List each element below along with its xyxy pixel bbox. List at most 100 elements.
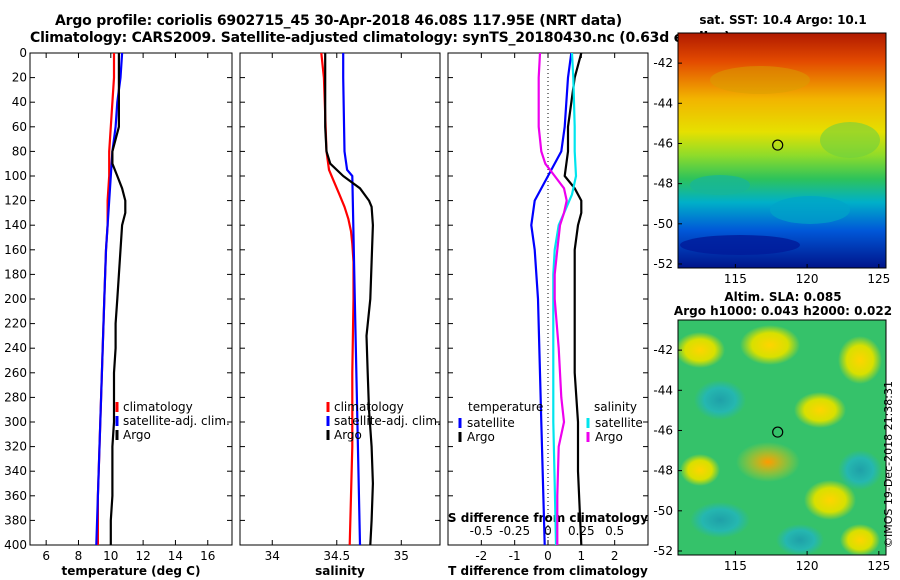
sla-map-feature <box>804 480 856 520</box>
sst-map-feature <box>820 122 880 158</box>
x-tick-label: -2 <box>475 549 487 563</box>
map-y-tick-label: -48 <box>653 177 673 191</box>
axes-frame <box>447 52 649 546</box>
y-tick-label: 380 <box>4 513 27 527</box>
x-tick-label: 35 <box>394 549 409 563</box>
sla-map-feature <box>794 392 846 428</box>
x-tick-label: 12 <box>135 549 150 563</box>
legend-label: satellite-adj. clim. <box>334 414 441 428</box>
sst-map-title: sat. SST: 10.4 Argo: 10.1 <box>699 13 866 27</box>
map-y-tick-label: -46 <box>653 423 673 437</box>
legend-label: climatology <box>334 400 404 414</box>
legend-label: satellite-adj. clim. <box>123 414 230 428</box>
y-tick-label: 220 <box>4 317 27 331</box>
sst-map-frame <box>677 32 887 269</box>
map-y-tick-label: -44 <box>653 383 673 397</box>
legend-label: Argo <box>467 430 495 444</box>
y-tick-label: 180 <box>4 267 27 281</box>
s-tick-label: 0.5 <box>605 524 624 538</box>
x-tick-label: 1 <box>578 549 586 563</box>
y-tick-label: 0 <box>19 46 27 60</box>
legend-label: climatology <box>123 400 193 414</box>
sla-map-feature <box>736 442 800 482</box>
legend-label: satellite <box>595 416 643 430</box>
series-line-satellite-adj-clim- <box>342 53 362 546</box>
y-tick-label: 240 <box>4 341 27 355</box>
sla-map-frame <box>677 319 887 556</box>
sla-map-feature <box>840 524 880 555</box>
sla-map-feature <box>740 325 800 365</box>
y-tick-label: 140 <box>4 218 27 232</box>
y-tick-label: 320 <box>4 440 27 454</box>
sst-map-feature <box>770 196 850 224</box>
y-tick-label: 60 <box>12 120 27 134</box>
series-line-argo <box>109 53 127 545</box>
sla-map-feature <box>694 380 746 420</box>
sla-map-feature <box>838 336 882 384</box>
map-x-tick-label: 125 <box>867 272 890 286</box>
legend-title-salinity: salinity <box>594 400 637 414</box>
series-line-t-satellite <box>530 52 573 546</box>
salinity-panel: 34 34.5 35 salinity climatologysatellite-adj… <box>239 52 441 578</box>
series-line-argo <box>324 53 374 546</box>
difference-panel: -2 -1 0 1 2T difference from climatology -0.5… <box>447 52 649 578</box>
sla-map <box>677 319 887 556</box>
title-line-1: Argo profile: coriolis 6902715_45 30-Apr… <box>55 13 622 29</box>
x-tick-label: 34 <box>265 549 280 563</box>
series-line-t-argo <box>563 52 583 546</box>
imos-stamp: ©IMOS 19-Dec-2018 21:38:31 <box>882 381 895 548</box>
temperature-panel: 0 20 40 60 80 100 120 140 160 180 200 220 240 260 280 3… <box>4 46 233 578</box>
y-tick-label: 360 <box>4 489 27 503</box>
x-tick-label: 16 <box>200 549 215 563</box>
map-x-tick-label: 120 <box>796 272 819 286</box>
series-line-climatology <box>320 52 355 546</box>
x-tick-label: -1 <box>509 549 521 563</box>
axes-frame <box>29 52 233 546</box>
x-tick-label: 6 <box>42 549 50 563</box>
x-axis-label: T difference from climatology <box>448 564 648 578</box>
sst-map <box>677 32 887 269</box>
map-y-tick-label: -52 <box>653 257 673 271</box>
y-tick-label: 300 <box>4 415 27 429</box>
x-tick-label: 14 <box>168 549 183 563</box>
x-tick-label: 34.5 <box>323 549 350 563</box>
y-tick-label: 80 <box>12 144 27 158</box>
y-tick-label: 100 <box>4 169 27 183</box>
y-tick-label: 280 <box>4 390 27 404</box>
series-line-s-satellite <box>552 52 578 546</box>
x-tick-label: 0 <box>544 549 552 563</box>
sla-map-feature <box>776 524 824 555</box>
sla-map-title-2: Argo h1000: 0.043 h2000: 0.022 <box>674 304 892 318</box>
legend-label: satellite <box>467 416 515 430</box>
x-axis-label: temperature (deg C) <box>62 564 201 578</box>
map-y-tick-label: -42 <box>653 343 673 357</box>
sst-map-feature <box>710 66 810 94</box>
legend-title-temperature: temperature <box>468 400 543 414</box>
map-y-tick-label: -50 <box>653 504 673 518</box>
map-y-tick-label: -46 <box>653 136 673 150</box>
map-axes: 115 120 125 -42 -44 -46 -48 -50 -52 115 120 125 -42 -… <box>653 56 890 573</box>
y-tick-label: 160 <box>4 243 27 257</box>
sla-map-feature <box>680 454 720 486</box>
title-line-2: Climatology: CARS2009. Satellite-adjuste… <box>30 30 731 46</box>
axes-frame <box>239 52 441 546</box>
map-y-tick-label: -50 <box>653 217 673 231</box>
x-axis-label: salinity <box>315 564 365 578</box>
s-tick-label: -0.5 <box>470 524 493 538</box>
argo-marker <box>772 426 784 438</box>
series-line-s-argo <box>537 52 568 545</box>
x-tick-label: 2 <box>611 549 619 563</box>
map-x-tick-label: 115 <box>724 559 747 573</box>
sst-map-feature <box>690 175 750 195</box>
y-tick-label: 200 <box>4 292 27 306</box>
map-y-tick-label: -44 <box>653 96 673 110</box>
s-tick-label: -0.25 <box>499 524 530 538</box>
x-tick-label: 10 <box>103 549 118 563</box>
y-tick-label: 400 <box>4 538 27 552</box>
y-tick-label: 20 <box>12 71 27 85</box>
map-x-tick-label: 115 <box>724 272 747 286</box>
sla-map-feature <box>838 450 882 490</box>
map-y-tick-label: -42 <box>653 56 673 70</box>
sla-map-feature <box>690 502 750 538</box>
